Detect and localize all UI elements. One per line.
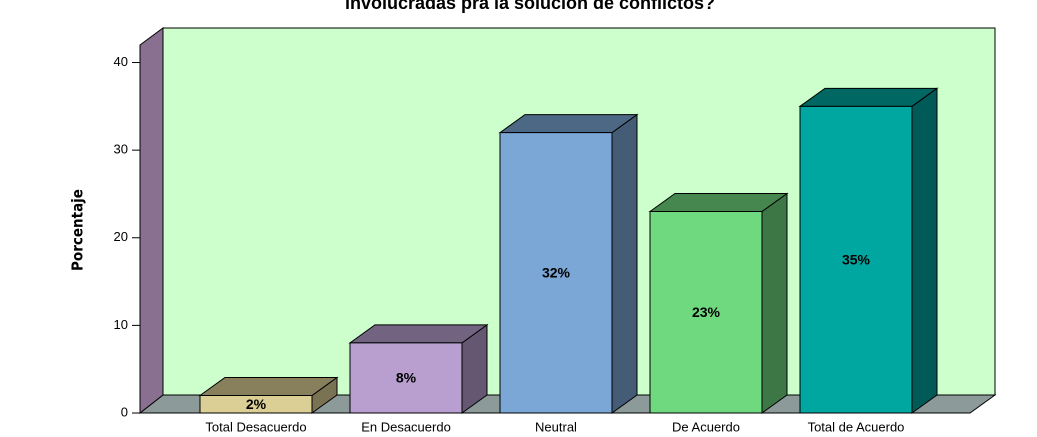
y-tick-label: 20	[114, 229, 128, 244]
bar-front	[799, 105, 913, 414]
bar	[648, 192, 789, 414]
bar-front	[649, 210, 763, 414]
x-tick-label: De Acuerdo	[672, 419, 740, 434]
x-tick-label: Neutral	[535, 419, 577, 434]
y-tick-label: 30	[114, 142, 128, 157]
bar-top	[498, 114, 639, 134]
bar-top	[798, 87, 939, 107]
bar	[348, 323, 489, 414]
y-axis-label: Porcentaje	[69, 189, 87, 271]
bar-side	[911, 87, 938, 414]
data-label: 2%	[246, 396, 267, 412]
x-tick-label: Total Desacuerdo	[205, 419, 306, 434]
bar-side	[611, 113, 638, 414]
data-label: 32%	[542, 265, 571, 281]
y-tick-label: 0	[121, 404, 128, 419]
side-wall	[139, 27, 164, 415]
data-label: 8%	[396, 370, 417, 386]
y-tick-label: 40	[114, 54, 128, 69]
bar-front	[199, 394, 313, 414]
bar-front	[349, 342, 463, 414]
x-tick-label: En Desacuerdo	[361, 419, 451, 434]
bar-top	[348, 324, 489, 344]
bar	[198, 376, 339, 414]
data-label: 35%	[842, 251, 871, 267]
bar	[498, 113, 639, 414]
bar-side	[761, 192, 788, 414]
y-tick-label: 10	[114, 317, 128, 332]
bar	[798, 87, 939, 414]
x-tick-label: Total de Acuerdo	[808, 419, 905, 434]
bar-top	[198, 376, 339, 396]
bar-front	[499, 132, 613, 414]
data-label: 23%	[692, 304, 721, 320]
bar-top	[648, 192, 789, 212]
chart-title: involucradas pra la solución de conflict…	[345, 0, 715, 13]
